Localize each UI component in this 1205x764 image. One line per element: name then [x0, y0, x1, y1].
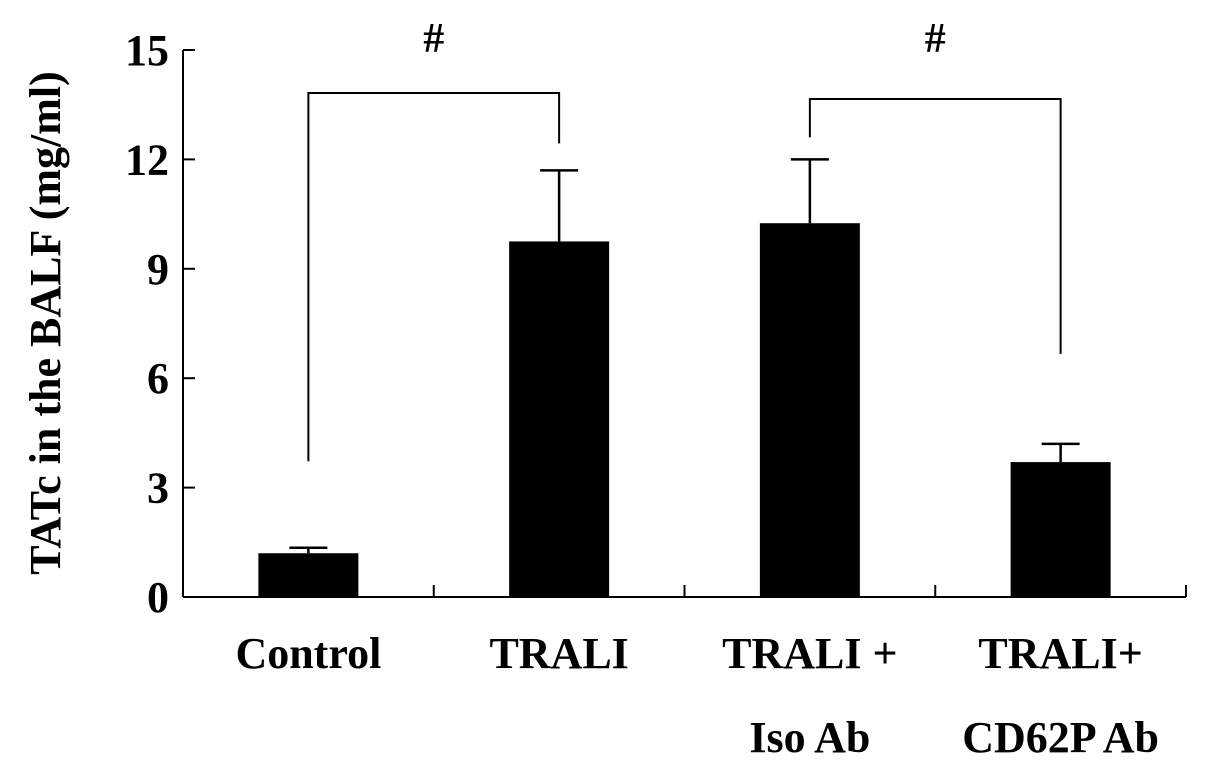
category-label: TRALI + [722, 629, 897, 678]
category-label: Control [235, 629, 381, 678]
category-label-line2: CD62P Ab [962, 713, 1159, 762]
error-bars [289, 158, 1080, 554]
significance-bracket [307, 92, 561, 462]
bar [1010, 462, 1111, 597]
category-label: TRALI+ [978, 629, 1142, 678]
bar [509, 241, 610, 597]
category-label: TRALI [489, 629, 628, 678]
significance-label: # [925, 16, 946, 62]
y-tick-label: 15 [125, 26, 169, 75]
significance-brackets [307, 92, 1062, 462]
y-tick-label: 12 [125, 135, 169, 184]
y-tick-label: 6 [147, 354, 169, 403]
y-axis-label: TATc in the BALF (mg/ml) [21, 71, 70, 575]
significance-bracket [808, 98, 1062, 354]
y-tick-label: 3 [147, 464, 169, 513]
bar [759, 223, 860, 597]
category-label-line2: Iso Ab [749, 713, 870, 762]
labels: 0 3 6 9 12 15 Control TRALI TRALI + Iso Ab TRALI+ C… [125, 16, 1159, 762]
significance-label: # [423, 16, 444, 62]
bar [258, 553, 359, 597]
bars [258, 223, 1111, 597]
y-tick-label: 0 [147, 573, 169, 622]
y-tick-label: 9 [147, 245, 169, 294]
